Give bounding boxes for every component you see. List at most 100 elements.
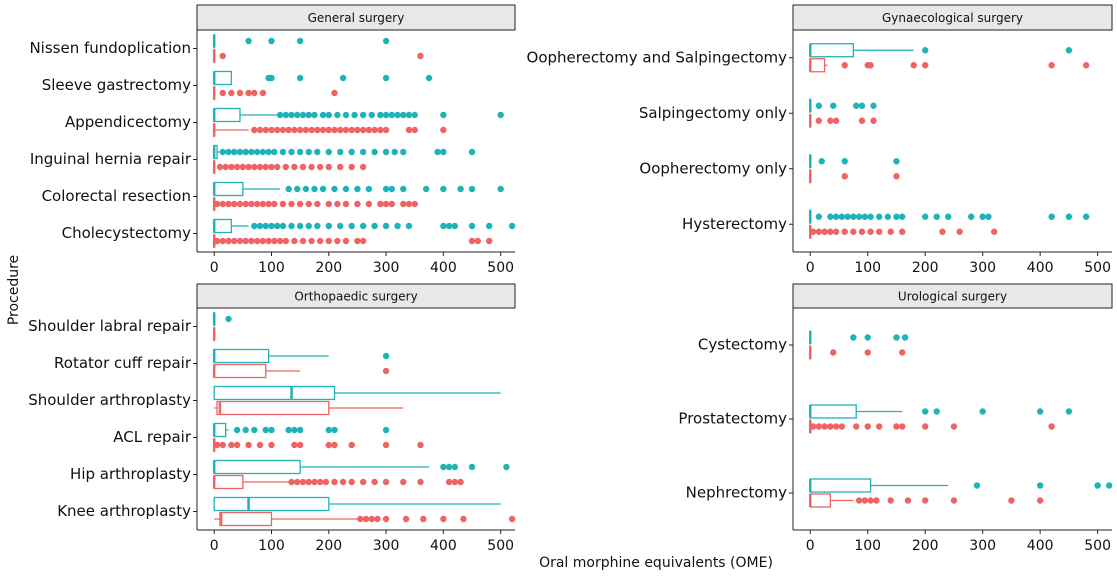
outlier	[867, 62, 873, 68]
outlier	[311, 186, 317, 192]
outlier	[893, 158, 899, 164]
outlier	[245, 90, 251, 96]
x-tick-label: 0	[806, 538, 815, 554]
outlier	[440, 149, 446, 155]
x-tick-label: 500	[487, 260, 514, 276]
outlier	[308, 127, 314, 133]
outlier	[821, 229, 827, 235]
outlier	[277, 112, 283, 118]
outlier	[288, 149, 294, 155]
x-tick-label: 500	[1084, 260, 1111, 276]
outlier	[308, 238, 314, 244]
outlier	[320, 186, 326, 192]
outlier	[933, 214, 939, 220]
outlier	[343, 127, 349, 133]
y-tick-label: Prostatectomy	[678, 410, 787, 428]
outlier	[951, 423, 957, 429]
outlier	[306, 149, 312, 155]
outlier	[297, 223, 303, 229]
outlier	[827, 229, 833, 235]
outlier	[922, 47, 928, 53]
box	[214, 424, 225, 437]
y-tick-label: Nephrectomy	[686, 484, 787, 502]
outlier	[288, 479, 294, 485]
outlier	[426, 75, 432, 81]
outlier	[440, 464, 446, 470]
box	[214, 350, 268, 363]
outlier	[469, 223, 475, 229]
outlier	[844, 214, 850, 220]
outlier	[263, 223, 269, 229]
outlier	[360, 149, 366, 155]
outlier	[867, 229, 873, 235]
outlier	[214, 442, 220, 448]
outlier	[457, 186, 463, 192]
outlier	[351, 112, 357, 118]
outlier	[933, 408, 939, 414]
box	[214, 461, 300, 474]
outlier	[288, 112, 294, 118]
y-tick-label: Cystectomy	[698, 336, 787, 354]
outlier	[231, 201, 237, 207]
outlier	[945, 214, 951, 220]
outlier	[827, 118, 833, 124]
outlier	[417, 479, 423, 485]
outlier	[440, 516, 446, 522]
outlier	[285, 427, 291, 433]
outlier	[220, 238, 226, 244]
outlier	[417, 442, 423, 448]
outlier	[271, 149, 277, 155]
outlier	[922, 214, 928, 220]
outlier	[810, 423, 816, 429]
outlier	[283, 112, 289, 118]
outlier	[237, 149, 243, 155]
y-tick-label: Hysterectomy	[682, 215, 787, 233]
outlier	[243, 427, 249, 433]
outlier	[257, 442, 263, 448]
outlier	[320, 127, 326, 133]
outlier	[234, 442, 240, 448]
outlier	[850, 334, 856, 340]
outlier	[360, 238, 366, 244]
outlier	[922, 62, 928, 68]
outlier	[317, 164, 323, 170]
outlier	[300, 479, 306, 485]
outlier	[228, 442, 234, 448]
outlier	[816, 423, 822, 429]
outlier	[360, 127, 366, 133]
outlier	[446, 464, 452, 470]
outlier	[452, 464, 458, 470]
outlier	[225, 238, 231, 244]
outlier	[446, 479, 452, 485]
outlier	[400, 201, 406, 207]
outlier	[268, 127, 274, 133]
outlier	[827, 423, 833, 429]
outlier	[842, 173, 848, 179]
outlier	[337, 223, 343, 229]
outlier	[876, 423, 882, 429]
outlier	[225, 149, 231, 155]
outlier	[251, 427, 257, 433]
outlier	[1083, 62, 1089, 68]
outlier	[394, 112, 400, 118]
outlier	[406, 201, 412, 207]
y-tick-label: Rotator cuff repair	[54, 354, 192, 372]
outlier	[420, 516, 426, 522]
outlier	[412, 201, 418, 207]
outlier	[859, 229, 865, 235]
outlier	[225, 316, 231, 322]
outlier	[354, 238, 360, 244]
y-tick-label: Appendicectomy	[65, 113, 191, 131]
outlier	[856, 214, 862, 220]
outlier	[369, 112, 375, 118]
outlier	[349, 479, 355, 485]
outlier	[314, 149, 320, 155]
outlier	[400, 149, 406, 155]
outlier	[300, 164, 306, 170]
outlier	[265, 238, 271, 244]
outlier	[251, 223, 257, 229]
outlier	[862, 214, 868, 220]
box	[214, 183, 243, 196]
outlier	[366, 201, 372, 207]
outlier	[1048, 214, 1054, 220]
